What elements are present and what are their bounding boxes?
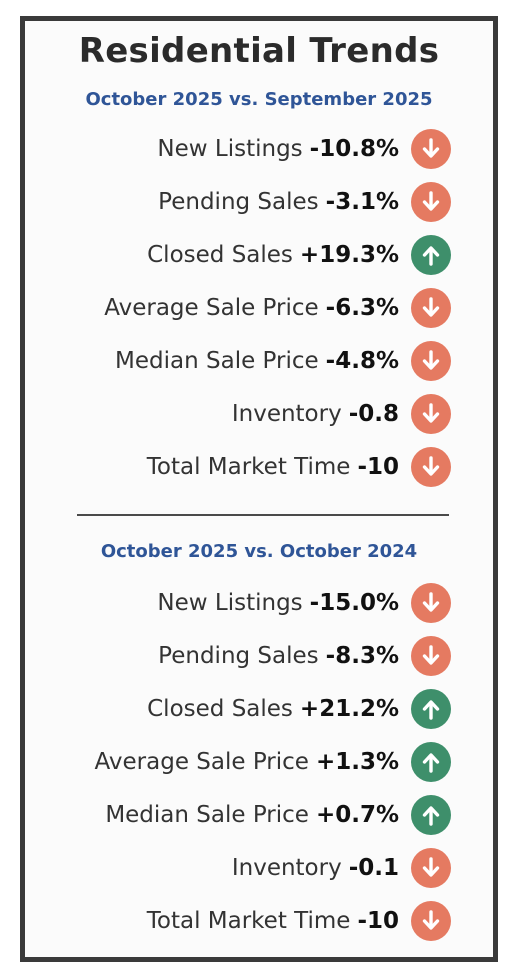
metric-row: Total Market Time -10: [147, 447, 451, 487]
arrow-down-icon: [411, 901, 451, 941]
arrow-up-icon: [411, 742, 451, 782]
metric-value: -0.8: [348, 401, 399, 427]
metric-row: New Listings -10.8%: [157, 129, 451, 169]
residential-trends-panel: Residential Trends October 2025 vs. Sept…: [20, 16, 498, 962]
arrow-down-icon: [411, 341, 451, 381]
arrow-down-icon: [411, 182, 451, 222]
metric-label: New Listings: [157, 136, 303, 162]
metric-row: Pending Sales -8.3%: [158, 636, 451, 676]
arrow-down-icon: [411, 288, 451, 328]
metric-label: Average Sale Price: [94, 749, 309, 775]
arrow-down-icon: [411, 636, 451, 676]
metric-row: Inventory -0.8: [232, 394, 451, 434]
metric-label: Pending Sales: [158, 189, 319, 215]
metric-row: New Listings -15.0%: [157, 583, 451, 623]
metric-value: +0.7%: [315, 802, 399, 828]
metric-label: New Listings: [157, 590, 303, 616]
metric-label: Pending Sales: [158, 643, 319, 669]
metric-row: Median Sale Price +0.7%: [105, 795, 451, 835]
metric-value: +21.2%: [299, 696, 399, 722]
metric-value: -6.3%: [325, 295, 399, 321]
metric-value: +19.3%: [299, 242, 399, 268]
arrow-up-icon: [411, 795, 451, 835]
section-2-heading: October 2025 vs. October 2024: [100, 541, 418, 562]
metric-label: Total Market Time: [146, 908, 351, 934]
metric-row: Average Sale Price +1.3%: [95, 742, 451, 782]
metric-row: Median Sale Price -4.8%: [115, 341, 451, 381]
arrow-down-icon: [411, 583, 451, 623]
metric-value: -10.8%: [309, 136, 399, 162]
metric-value: -10: [357, 908, 399, 934]
metric-row: Pending Sales -3.1%: [158, 182, 451, 222]
metric-row: Average Sale Price -6.3%: [104, 288, 451, 328]
section-divider: [77, 514, 449, 516]
metric-label: Closed Sales: [147, 242, 293, 268]
arrow-up-icon: [411, 235, 451, 275]
metric-value: -4.8%: [325, 348, 399, 374]
arrow-down-icon: [411, 394, 451, 434]
metric-label: Total Market Time: [146, 454, 351, 480]
metric-label: Median Sale Price: [105, 802, 309, 828]
arrow-up-icon: [411, 689, 451, 729]
metric-label: Inventory: [231, 401, 342, 427]
metric-label: Inventory: [231, 855, 342, 881]
arrow-down-icon: [411, 447, 451, 487]
metric-row: Inventory -0.1: [232, 848, 451, 888]
metric-label: Closed Sales: [147, 696, 293, 722]
section-1-heading: October 2025 vs. September 2025: [85, 89, 433, 110]
metric-label: Average Sale Price: [104, 295, 319, 321]
metric-value: -3.1%: [325, 189, 399, 215]
metric-value: -15.0%: [309, 590, 399, 616]
metric-row: Closed Sales +21.2%: [147, 689, 451, 729]
metric-value: -10: [357, 454, 399, 480]
metric-row: Total Market Time -10: [147, 901, 451, 941]
metric-value: +1.3%: [315, 749, 399, 775]
metric-label: Median Sale Price: [115, 348, 319, 374]
arrow-down-icon: [411, 848, 451, 888]
metric-value: -0.1: [348, 855, 399, 881]
metric-value: -8.3%: [325, 643, 399, 669]
page-title: Residential Trends: [78, 31, 440, 71]
metric-row: Closed Sales +19.3%: [147, 235, 451, 275]
arrow-down-icon: [411, 129, 451, 169]
